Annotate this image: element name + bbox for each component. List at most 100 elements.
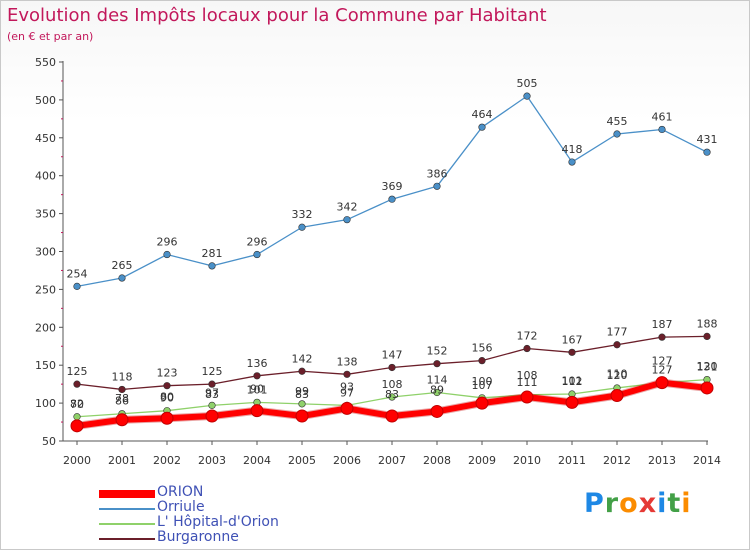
x-tick-label: 2007 (378, 454, 406, 467)
legend-label: Burgaronne (157, 529, 239, 545)
data-point (73, 413, 81, 421)
data-label: 505 (517, 77, 538, 90)
data-point (703, 332, 711, 340)
data-label: 83 (385, 388, 399, 401)
data-label: 108 (382, 378, 403, 391)
logo-letter: i (681, 488, 692, 519)
data-label: 187 (652, 318, 673, 331)
data-point (118, 274, 126, 282)
data-point (568, 348, 576, 356)
x-tick-label: 2012 (603, 454, 631, 467)
data-label: 70 (70, 398, 84, 411)
data-label: 342 (337, 201, 358, 214)
y-tick-label: 400 (35, 170, 56, 183)
data-point (430, 404, 444, 418)
legend-swatch (99, 523, 155, 525)
data-point (208, 401, 216, 409)
data-label: 89 (430, 383, 444, 396)
data-point (613, 341, 621, 349)
data-label: 108 (517, 369, 538, 382)
data-label: 386 (427, 167, 448, 180)
data-label: 101 (562, 374, 583, 387)
data-point (163, 382, 171, 390)
y-tick-label: 150 (35, 359, 56, 372)
legend-swatch (99, 508, 155, 510)
x-tick-label: 2000 (63, 454, 91, 467)
data-label: 138 (337, 355, 358, 368)
proxiti-logo: Proxiti (584, 488, 692, 519)
data-point (475, 396, 489, 410)
data-point (613, 130, 621, 138)
data-label: 125 (67, 365, 88, 378)
chart-subtitle: (en € et par an) (7, 30, 94, 43)
data-point (298, 367, 306, 375)
data-label: 90 (250, 383, 264, 396)
data-point (343, 370, 351, 378)
data-point (205, 409, 219, 423)
data-point (250, 404, 264, 418)
y-tick-label: 250 (35, 283, 56, 296)
data-label: 93 (340, 380, 354, 393)
data-point (655, 376, 669, 390)
data-label: 80 (160, 390, 174, 403)
data-point (523, 92, 531, 100)
legend-swatch (99, 538, 155, 540)
x-tick-label: 2005 (288, 454, 316, 467)
data-point (115, 413, 129, 427)
chart-title: Evolution des Impôts locaux pour la Comm… (7, 5, 547, 26)
y-tick-label: 350 (35, 208, 56, 221)
logo-letter: i (657, 488, 668, 519)
logo-letter: r (604, 488, 620, 519)
data-point (478, 357, 486, 365)
y-tick-label: 300 (35, 246, 56, 259)
data-label: 461 (652, 110, 673, 123)
data-label: 82 (70, 398, 84, 411)
data-point (160, 411, 174, 425)
data-point (433, 182, 441, 190)
data-label: 112 (562, 375, 583, 388)
data-label: 120 (697, 360, 718, 373)
data-point (568, 158, 576, 166)
data-point (658, 333, 666, 341)
data-label: 167 (562, 333, 583, 346)
data-label: 78 (115, 392, 129, 405)
data-point (565, 395, 579, 409)
data-label: 156 (472, 342, 493, 355)
data-point (658, 125, 666, 134)
data-point (385, 409, 399, 423)
data-point (388, 363, 396, 372)
data-label: 254 (67, 267, 88, 280)
data-point (433, 360, 441, 368)
data-point (388, 393, 396, 401)
data-point (340, 401, 354, 415)
data-label: 99 (295, 385, 309, 398)
data-label: 332 (292, 208, 313, 221)
data-point (73, 380, 81, 388)
data-label: 120 (607, 369, 628, 382)
data-point (73, 282, 81, 290)
data-point (295, 409, 309, 423)
x-tick-label: 2004 (243, 454, 271, 467)
y-tick-label: 500 (35, 94, 56, 107)
data-label: 296 (247, 236, 268, 249)
data-label: 90 (160, 392, 174, 405)
legend-swatch (99, 490, 155, 498)
data-point (253, 250, 261, 259)
data-label: 177 (607, 326, 628, 339)
data-point (298, 223, 306, 231)
data-label: 455 (607, 115, 628, 128)
data-point (208, 262, 216, 270)
data-point (433, 388, 441, 397)
data-point (118, 385, 126, 394)
logo-letter: P (584, 488, 605, 519)
data-label: 111 (517, 376, 538, 389)
logo-letter: t (667, 488, 682, 519)
data-label: 107 (472, 379, 493, 392)
data-label: 86 (115, 395, 129, 408)
data-label: 83 (295, 388, 309, 401)
data-label: 464 (472, 108, 493, 121)
data-label: 97 (340, 386, 354, 399)
data-label: 296 (157, 236, 178, 249)
